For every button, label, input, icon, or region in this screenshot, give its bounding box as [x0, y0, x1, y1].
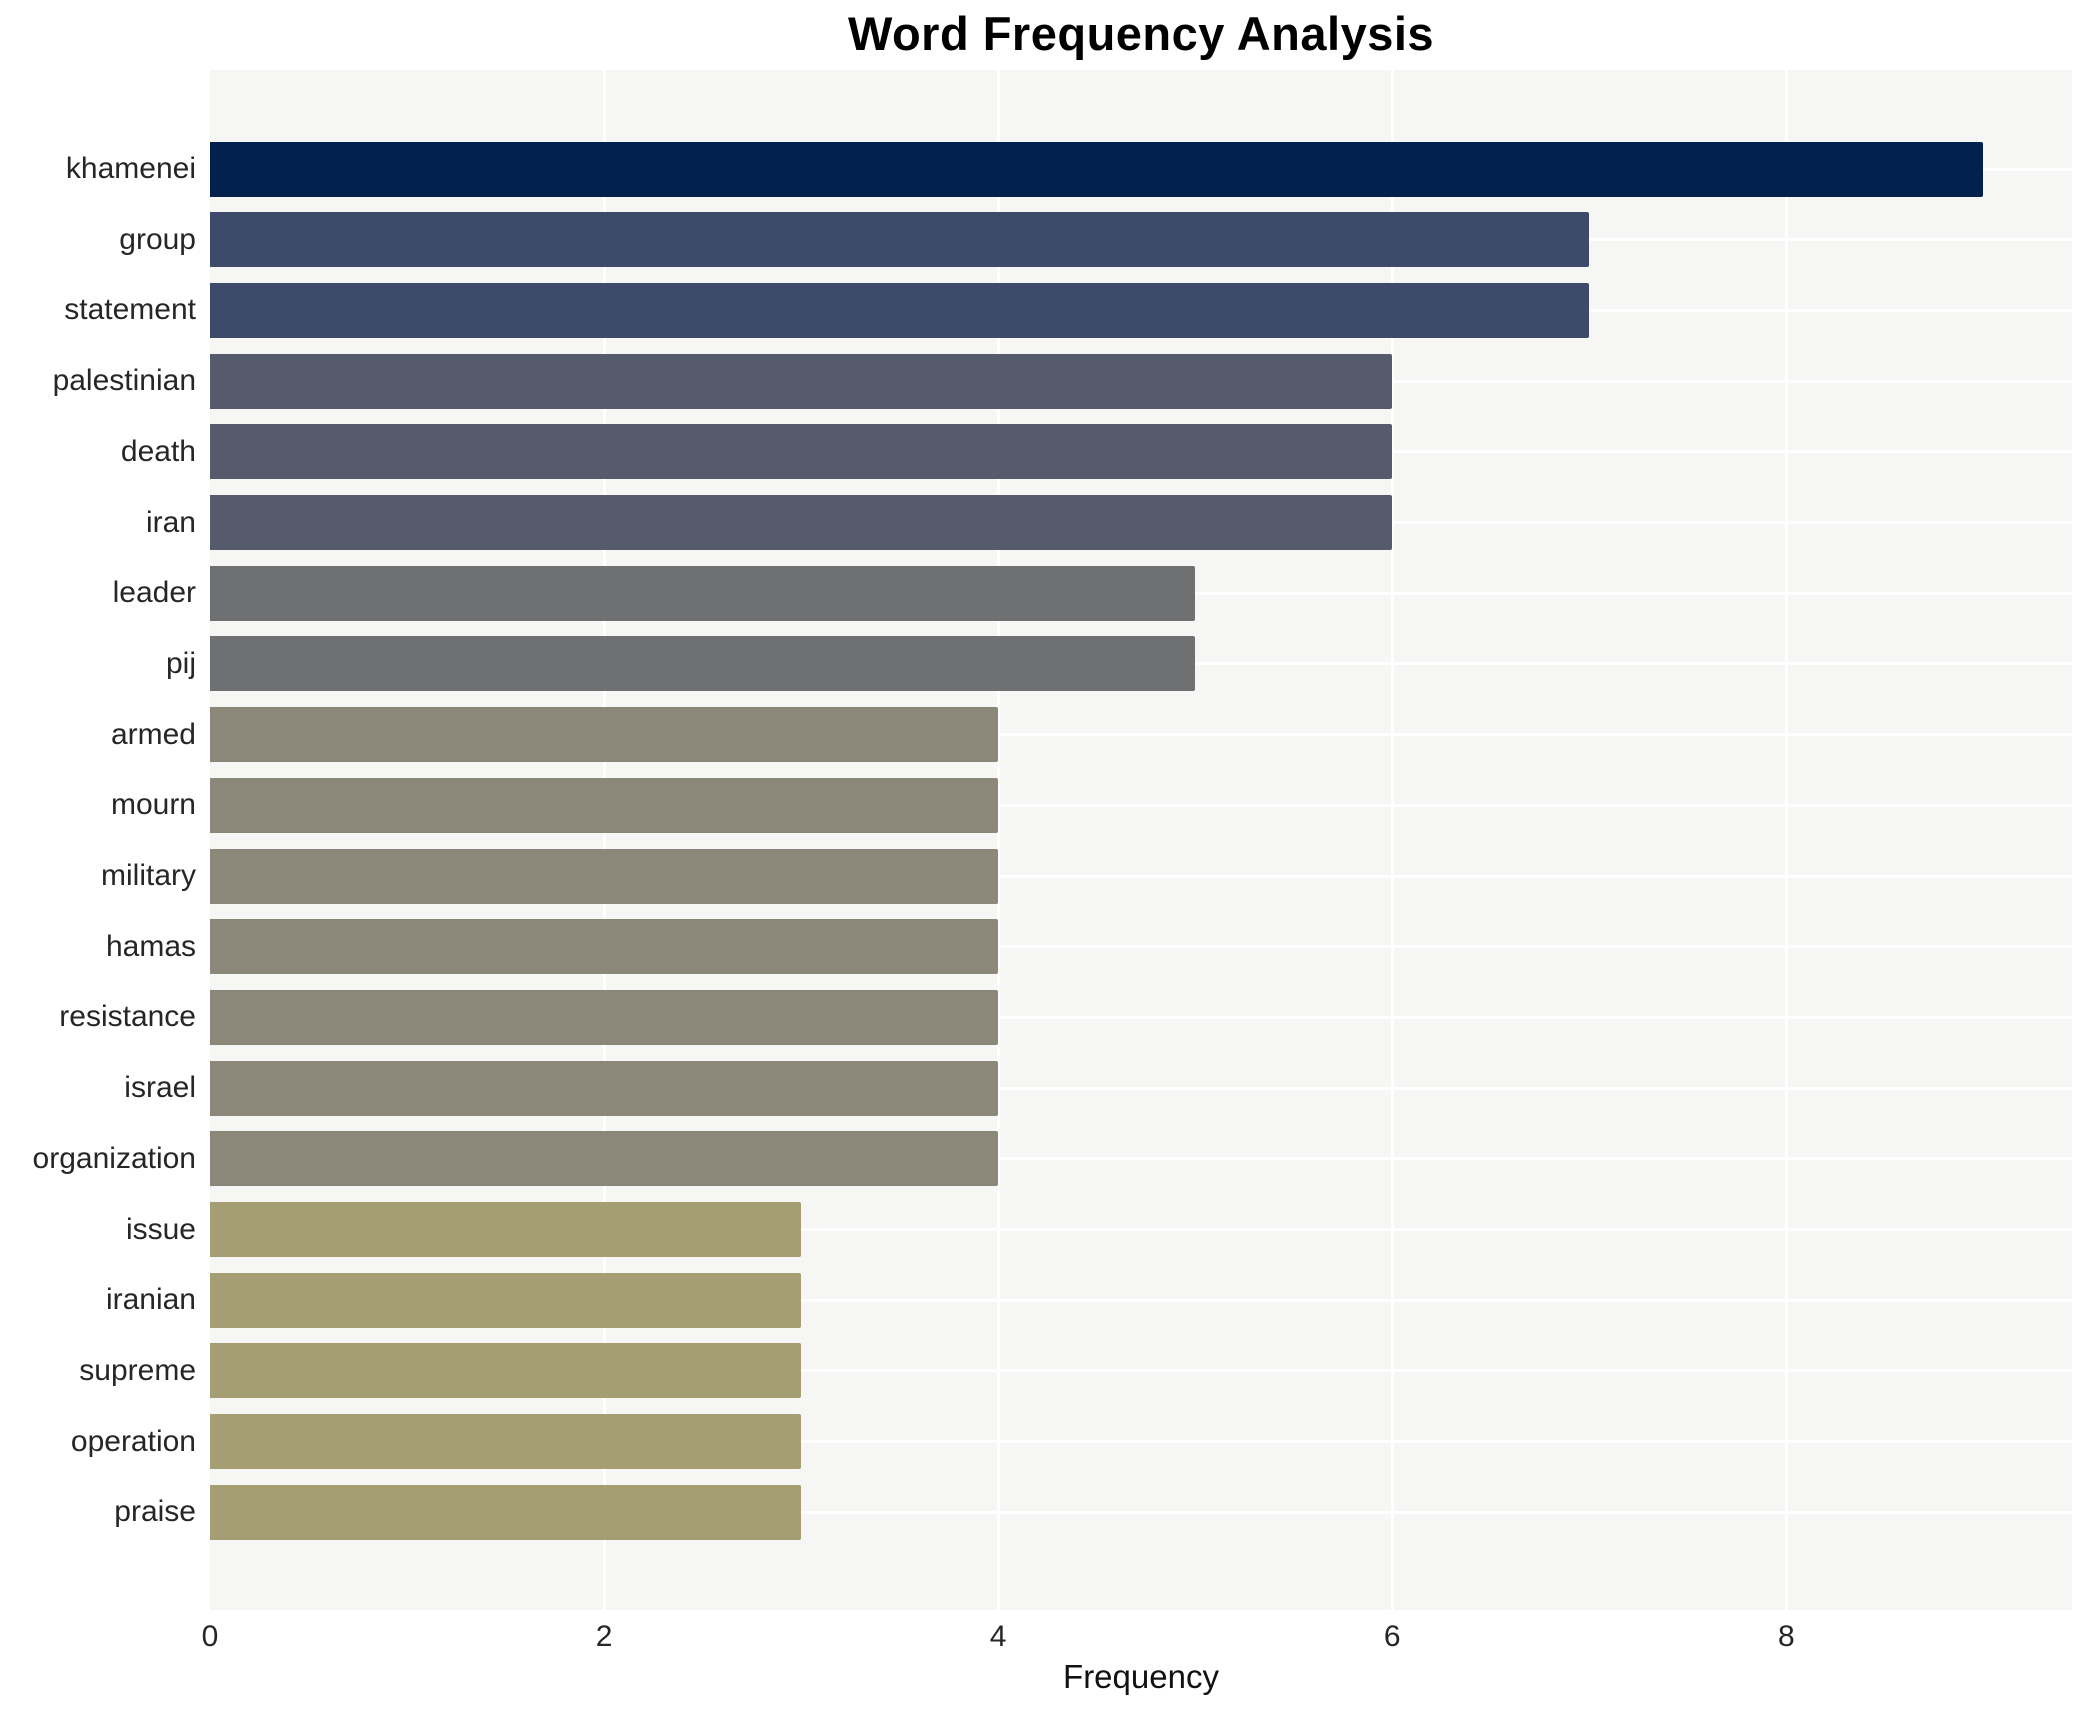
x-tick-label-4: 4 [989, 1620, 1007, 1653]
y-gridline [210, 945, 2072, 949]
bar-iranian [210, 1272, 802, 1328]
bar-iran [210, 495, 1393, 550]
y-tick-label-pij: pij [165, 646, 196, 680]
x-tick-label-6: 6 [1383, 1620, 1401, 1653]
y-tick-label-death: death [120, 434, 196, 468]
x-tick-label-2: 2 [595, 1620, 613, 1653]
y-gridline [210, 1015, 2072, 1019]
bar-hamas [210, 919, 999, 975]
y-tick-label-hamas: hamas [105, 929, 196, 963]
y-tick-label-iranian: iranian [105, 1283, 196, 1317]
x-tick-label-0: 0 [201, 1620, 219, 1653]
bar-armed [210, 707, 999, 763]
bar-organization [210, 1131, 999, 1187]
x-gridline [1784, 70, 1788, 1610]
bar-death [210, 424, 1393, 480]
bar-pij [210, 636, 1196, 692]
x-axis-title: Frequency [1063, 1658, 1219, 1695]
y-tick-label-leader: leader [112, 576, 196, 610]
y-gridline [210, 1298, 2072, 1302]
y-tick-label-resistance: resistance [59, 1000, 196, 1034]
y-tick-label-organization: organization [32, 1141, 196, 1175]
y-tick-label-armed: armed [110, 717, 196, 751]
y-gridline [210, 1086, 2072, 1090]
bar-resistance [210, 989, 999, 1045]
bar-israel [210, 1060, 999, 1116]
bar-praise [210, 1484, 802, 1540]
bar-statement [210, 282, 1590, 338]
y-tick-label-israel: israel [124, 1071, 196, 1105]
y-tick-label-issue: issue [125, 1212, 196, 1246]
chart-title: Word Frequency Analysis [847, 7, 1435, 60]
bar-palestinian [210, 353, 1393, 409]
y-tick-label-praise: praise [114, 1495, 196, 1529]
y-tick-label-military: military [101, 859, 196, 892]
bar-issue [210, 1202, 802, 1257]
bar-khamenei [210, 141, 1984, 197]
y-tick-label-statement: statement [64, 293, 196, 327]
y-gridline [210, 1369, 2072, 1373]
y-gridline [210, 1440, 2072, 1444]
y-tick-label-operation: operation [70, 1424, 196, 1458]
x-gridline [602, 70, 606, 1610]
y-tick-label-iran: iran [145, 505, 196, 539]
y-gridline [210, 803, 2072, 807]
x-tick-label-8: 8 [1777, 1620, 1795, 1653]
bar-group [210, 212, 1590, 268]
bar-supreme [210, 1343, 802, 1399]
bar-operation [210, 1414, 802, 1470]
y-tick-label-supreme: supreme [79, 1353, 196, 1387]
y-gridline [210, 1157, 2072, 1161]
y-tick-label-mourn: mourn [110, 788, 196, 822]
y-gridline [210, 733, 2072, 737]
x-gridline [1390, 70, 1394, 1610]
y-tick-label-palestinian: palestinian [52, 364, 196, 398]
x-gridline [996, 70, 1000, 1610]
bar-mourn [210, 777, 999, 833]
y-tick-label-khamenei: khamenei [65, 152, 196, 185]
plot-area [210, 70, 2072, 1610]
y-gridline [210, 1510, 2072, 1514]
y-gridline [210, 874, 2072, 878]
bar-leader [210, 565, 1196, 621]
y-tick-label-group: group [119, 222, 196, 256]
bar-military [210, 848, 999, 904]
y-gridline [210, 1228, 2072, 1231]
